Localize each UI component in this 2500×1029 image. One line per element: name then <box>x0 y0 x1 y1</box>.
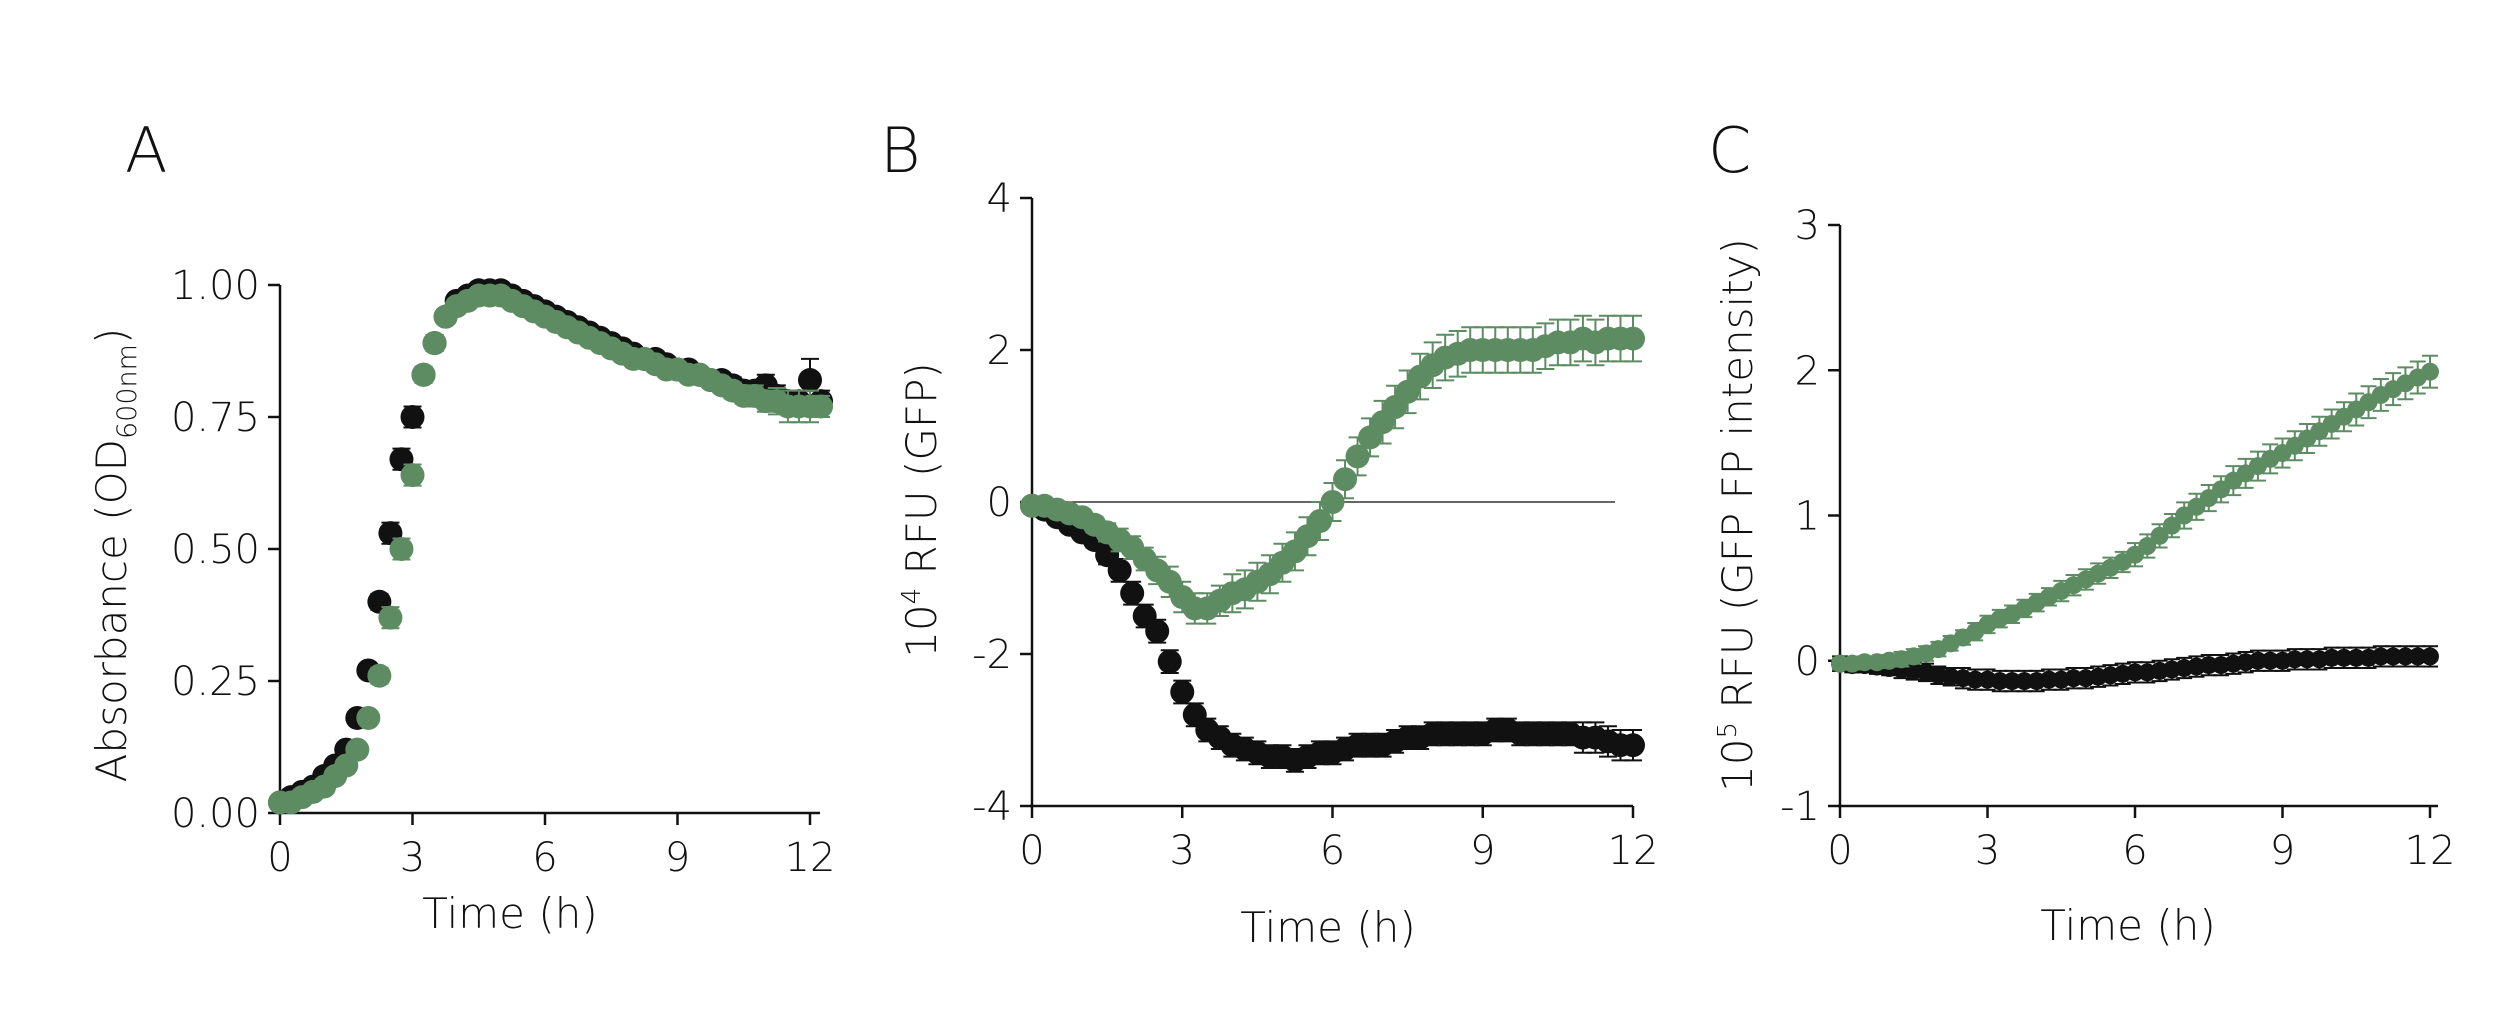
y-axis-title-c-main: 10 <box>1713 738 1762 791</box>
y-axis-title-b: 104 RFU (GFP) <box>897 362 946 658</box>
data-point <box>2138 537 2157 556</box>
data-point <box>367 663 392 688</box>
data-point <box>1345 444 1370 469</box>
x-tick-label: 12 <box>785 835 836 881</box>
data-point <box>1170 680 1195 704</box>
y-axis-title-a-end: ) <box>87 328 136 344</box>
y-ticks-a: 0.00 0.25 0.50 0.75 1.00 <box>171 263 280 837</box>
data-point <box>2162 516 2181 535</box>
y-axis-title-b-end: RFU (GFP) <box>897 362 946 588</box>
y-axis-title-a: Absorbance (OD600nm) <box>87 328 143 783</box>
y-tick-label: 3 <box>1795 203 1820 249</box>
x-tick-label: 12 <box>1608 828 1659 874</box>
data-point <box>1157 649 1182 674</box>
y-tick-label: 0.25 <box>171 659 260 705</box>
y-axis-title-a-sub: 600nm <box>112 344 143 439</box>
y-tick-label: 1 <box>1795 494 1820 540</box>
y-tick-label: 0 <box>1795 639 1820 685</box>
data-point <box>798 368 822 393</box>
data-point <box>1107 558 1132 583</box>
series <box>1831 354 2439 673</box>
y-axis-title-c-sup: 5 <box>1713 722 1743 739</box>
y-tick-label: 0.00 <box>171 791 260 837</box>
y-ticks-b: -4 -2 0 2 4 <box>972 176 1032 830</box>
series <box>1020 493 1645 773</box>
x-tick-label: 3 <box>1170 828 1195 874</box>
series <box>268 283 834 815</box>
y-tick-label: -1 <box>1780 784 1820 830</box>
x-tick-label: 12 <box>2405 828 2456 874</box>
y-tick-label: 0.50 <box>171 527 260 573</box>
x-tick-label: 6 <box>532 835 557 881</box>
x-tick-label: 6 <box>2122 828 2147 874</box>
x-tick-label: 9 <box>665 835 690 881</box>
series <box>1020 314 1645 625</box>
y-axis-title-a-main: Absorbance (OD <box>87 439 136 782</box>
data-point <box>2421 362 2439 381</box>
y-tick-label: -2 <box>972 632 1012 678</box>
data-point <box>389 537 414 561</box>
x-tick-label: 0 <box>267 835 292 881</box>
series <box>268 278 834 815</box>
panel-label-c: C <box>1708 114 1751 187</box>
data-point <box>1145 619 1170 644</box>
x-tick-label: 0 <box>1019 828 1044 874</box>
data-point <box>1333 467 1358 492</box>
y-tick-label: 4 <box>987 176 1012 222</box>
data-points-c <box>1831 354 2439 693</box>
y-axis-title-b-sup: 4 <box>897 588 927 605</box>
x-axis-title-c: Time (h) <box>2040 901 2216 950</box>
x-axis-title-a: Time (h) <box>422 889 598 938</box>
data-point <box>400 405 425 429</box>
data-point <box>1307 509 1332 533</box>
data-point <box>809 394 834 419</box>
data-points-b <box>1020 314 1645 773</box>
y-axis-title-c: 105 RFU (GFP FP intensity) <box>1713 238 1762 792</box>
data-point <box>1120 581 1145 606</box>
panel-label-a: A <box>125 114 167 187</box>
y-tick-label: 0 <box>987 480 1012 526</box>
data-points-a <box>268 278 834 815</box>
y-axis-title-c-end: RFU (GFP FP intensity) <box>1713 238 1762 722</box>
y-tick-label: 2 <box>1795 348 1820 394</box>
data-point <box>2150 526 2169 545</box>
x-ticks-b: 0 3 6 9 12 <box>1019 806 1658 874</box>
data-point <box>345 737 370 762</box>
y-axis-title-b-main: 10 <box>897 604 946 657</box>
x-tick-label: 9 <box>1470 828 1495 874</box>
data-point <box>422 331 447 356</box>
x-tick-label: 0 <box>1827 828 1852 874</box>
data-point <box>378 605 403 630</box>
x-ticks-a: 0 3 6 9 12 <box>267 813 835 881</box>
y-tick-label: 2 <box>987 328 1012 374</box>
y-tick-label: 1.00 <box>171 263 260 309</box>
data-point <box>1320 490 1345 514</box>
data-point <box>1621 326 1645 351</box>
data-point <box>411 362 436 387</box>
data-point <box>1621 733 1645 758</box>
x-tick-label: 3 <box>400 835 425 881</box>
x-tick-label: 9 <box>2270 828 2295 874</box>
data-point <box>356 705 381 730</box>
data-point <box>400 463 425 488</box>
data-point <box>2421 647 2439 666</box>
x-axis-title-b: Time (h) <box>1240 903 1416 952</box>
y-tick-label: -4 <box>972 784 1012 830</box>
x-tick-label: 6 <box>1320 828 1345 874</box>
panel-a: A 0.00 0.25 0.50 0.75 1.00 0 3 6 9 12 Time (h) A… <box>87 114 835 938</box>
x-ticks-c: 0 3 6 9 12 <box>1827 806 2455 874</box>
y-tick-label: 0.75 <box>171 395 260 441</box>
y-ticks-c: -1 0 1 2 3 <box>1780 203 1840 830</box>
x-tick-label: 3 <box>1975 828 2000 874</box>
panel-label-b: B <box>880 114 921 187</box>
